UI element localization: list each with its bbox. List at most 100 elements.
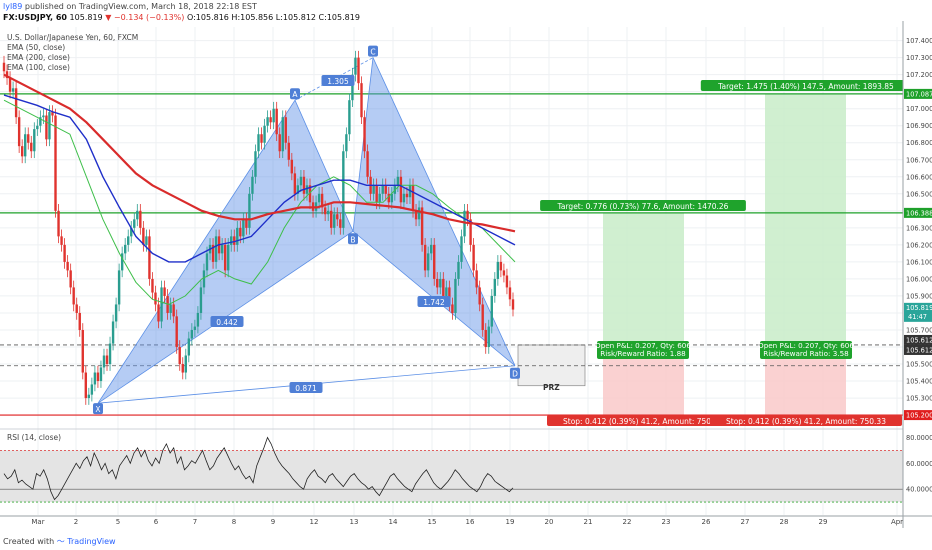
- candle-body: [223, 244, 227, 271]
- rsi-line: [3, 436, 514, 501]
- down-arrow-icon: ▼: [105, 13, 112, 22]
- candle-body: [51, 112, 54, 116]
- price-tick: 107.400: [906, 37, 932, 45]
- candle-body: [484, 329, 487, 347]
- candle-body: [272, 108, 275, 123]
- date-tick: 5: [116, 518, 120, 526]
- date-tick: 20: [545, 518, 554, 526]
- candle-body: [66, 261, 69, 271]
- point-x-label: X: [95, 405, 100, 414]
- candle-body: [366, 151, 369, 177]
- candle-body: [214, 236, 218, 262]
- rsi-tick: 60.0000: [906, 460, 932, 468]
- open-pnl-label: Open P&L: 0.207, Qty: 606: [758, 341, 854, 350]
- candle-body: [451, 304, 454, 313]
- candle-body: [196, 312, 200, 327]
- candle-body: [457, 261, 460, 279]
- candle-body: [27, 134, 30, 143]
- candle-body: [402, 193, 406, 203]
- candle-body: [169, 304, 172, 313]
- ema50-legend[interactable]: EMA (50, close): [7, 43, 66, 52]
- candle-body: [405, 193, 409, 198]
- candle-body: [157, 304, 160, 322]
- candle-body: [145, 236, 148, 245]
- date-tick: 19: [506, 518, 515, 526]
- target-label: Target: 1.475 (1.40%) 147.5, Amount: 189…: [717, 82, 894, 91]
- candle-body: [36, 125, 39, 130]
- date-tick: 15: [428, 518, 437, 526]
- candle-body: [39, 117, 42, 126]
- candle-body: [260, 134, 263, 143]
- ratio-label: 0.442: [216, 318, 238, 327]
- level-tag: 105.200: [906, 412, 932, 420]
- price-axis-bg: [903, 21, 932, 515]
- candle-body: [330, 210, 333, 228]
- price-tick: 106.800: [906, 139, 932, 147]
- date-tick: 7: [193, 518, 197, 526]
- price-tick: 106.000: [906, 275, 932, 283]
- candle-body: [142, 227, 145, 245]
- footer: Created with 〜 TradingView: [3, 537, 116, 546]
- candle-body: [481, 304, 484, 330]
- date-tick: 27: [741, 518, 750, 526]
- candle-body: [429, 244, 433, 254]
- candle-body: [154, 292, 157, 305]
- candle-body: [511, 299, 515, 310]
- candle-body: [90, 384, 94, 395]
- tradingview-logo[interactable]: 〜 TradingView: [56, 537, 116, 546]
- price-tick: 105.400: [906, 378, 932, 386]
- candle-body: [499, 261, 503, 271]
- ratio-label-bg: [321, 75, 355, 86]
- candle-body: [399, 176, 403, 203]
- point-c-label-bg: [368, 45, 378, 57]
- candle-body: [105, 355, 109, 365]
- candle-body: [242, 219, 245, 237]
- candle-body: [333, 214, 336, 228]
- date-tick: 23: [662, 518, 671, 526]
- candle-body: [287, 142, 290, 160]
- candle-body: [120, 253, 124, 271]
- candle-body: [30, 142, 33, 152]
- candle-body: [17, 117, 21, 147]
- candle-body: [381, 185, 384, 194]
- publisher-name[interactable]: lyl89: [3, 2, 23, 11]
- candle-body: [8, 78, 12, 92]
- level-tag: 106.388: [906, 209, 932, 217]
- ema100-legend[interactable]: EMA (100, close): [7, 63, 70, 72]
- candle-body: [78, 312, 81, 330]
- ema200-line: [3, 73, 516, 233]
- candle-body: [87, 394, 91, 399]
- rsi-legend[interactable]: RSI (14, close): [7, 433, 62, 442]
- level-tag-bg: [904, 410, 932, 421]
- candle-body: [433, 244, 436, 279]
- candle-body: [420, 207, 424, 245]
- candle-body: [251, 176, 254, 194]
- price-tick: 106.200: [906, 241, 932, 249]
- level-tag: 105.612: [906, 346, 932, 354]
- date-tick: Mar: [31, 518, 44, 526]
- ema200-legend[interactable]: EMA (200, close): [7, 53, 70, 62]
- date-tick: 21: [584, 518, 593, 526]
- ohlc-values: O:105.816 H:105.856 L:105.812 C:105.819: [186, 13, 360, 22]
- date-tick: 9: [271, 518, 275, 526]
- level-tag-bg: [904, 334, 932, 345]
- candle-body: [117, 270, 121, 305]
- candle-body: [5, 71, 9, 79]
- ratio-label-bg: [289, 382, 323, 393]
- candle-body: [230, 236, 233, 245]
- price-tick: 107.000: [906, 105, 932, 113]
- candle-body: [233, 236, 236, 245]
- candle-body: [24, 134, 27, 157]
- candle-body: [269, 117, 272, 123]
- candle-body: [308, 185, 312, 203]
- candle-body: [42, 115, 45, 118]
- candle-body: [72, 287, 75, 305]
- candle-body: [396, 176, 400, 186]
- candle-body: [20, 146, 24, 157]
- prz-box: [517, 344, 586, 387]
- candle-body: [378, 193, 381, 203]
- candle-body: [123, 244, 127, 254]
- symbol-name: FX:USDJPY, 60: [3, 13, 67, 22]
- last-price-tag-bg: [904, 302, 932, 322]
